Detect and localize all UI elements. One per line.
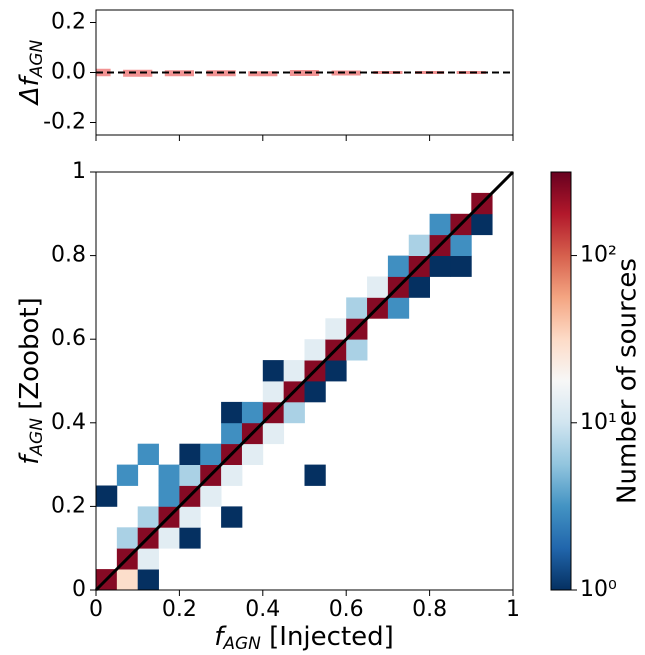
colorbar-tick-label: 10¹ [580, 410, 617, 435]
main-frame [95, 171, 514, 591]
cell [116, 569, 139, 591]
x-tick-label: 0.6 [329, 597, 364, 622]
top-y-axis-label: ΔfAGN [15, 39, 48, 106]
cell [179, 506, 201, 528]
cell [471, 213, 493, 236]
top-y-label-main: Δf [15, 73, 45, 106]
y-tick-label: 0.8 [51, 243, 86, 268]
cell [179, 443, 201, 465]
colorbar-label: Number of sources [613, 258, 643, 504]
colorbar [550, 171, 572, 591]
cell [450, 255, 472, 277]
cell [179, 527, 201, 549]
cell [116, 527, 139, 549]
y-axis-label: fAGN [Zoobot] [15, 297, 48, 464]
cell [325, 360, 347, 382]
cell [346, 297, 368, 319]
x-label-sub: AGN [222, 634, 261, 654]
cell [221, 464, 243, 486]
cell [408, 234, 430, 256]
cell [408, 276, 430, 298]
cell [116, 464, 139, 486]
cell [158, 527, 180, 549]
cell [200, 443, 222, 465]
cell [137, 506, 159, 528]
cell [429, 255, 451, 277]
top-y-tick-label: 0.2 [51, 10, 86, 35]
y-tick-label: 1 [72, 159, 86, 184]
x-label-rest: [Injected] [261, 622, 394, 652]
cell [137, 569, 159, 591]
cell [262, 381, 285, 403]
cell [262, 422, 285, 445]
cell [200, 485, 222, 507]
cell [179, 464, 201, 486]
residual-bar [123, 69, 153, 77]
y-tick-label: 0.4 [51, 410, 86, 435]
cell [158, 464, 180, 486]
x-tick-label: 0.8 [412, 597, 447, 622]
cell [387, 255, 410, 277]
y-tick-label: 0 [72, 577, 86, 602]
cell [137, 443, 159, 465]
cell [221, 422, 243, 445]
y-label-rest: [Zoobot] [15, 297, 45, 418]
top-y-tick-label: 0.0 [51, 60, 86, 85]
y-tick-label: 0.6 [51, 326, 86, 351]
cell [241, 443, 264, 465]
cell [221, 401, 243, 424]
x-tick-label: 0.4 [245, 597, 280, 622]
y-label-sub: AGN [27, 418, 47, 457]
cell [158, 485, 180, 507]
cell [241, 401, 264, 424]
cell [325, 318, 347, 340]
colorbar-tick-label: 10⁰ [580, 577, 617, 602]
residual-bar [331, 70, 361, 76]
x-tick-label: 0.2 [162, 597, 197, 622]
cell [221, 506, 243, 528]
colorbar-tick-label: 10² [580, 243, 617, 268]
top-y-tick-label: -0.2 [43, 110, 86, 135]
x-tick-label: 0 [89, 597, 103, 622]
top-y-label-sub: AGN [27, 39, 47, 78]
residual-bar [248, 71, 278, 77]
cell [346, 339, 368, 361]
cell [367, 276, 389, 298]
cell [304, 339, 326, 361]
cell [429, 213, 451, 236]
cell [387, 297, 410, 319]
one-to-one-line [94, 170, 515, 592]
cell [137, 548, 159, 570]
cell [96, 485, 118, 507]
cell [283, 401, 305, 424]
y-tick-label: 0.2 [51, 493, 86, 518]
cell [304, 381, 326, 403]
cell [450, 234, 472, 256]
x-tick-label: 1 [506, 597, 520, 622]
x-axis-label: fAGN [Injected] [214, 622, 394, 655]
cell [283, 360, 305, 382]
residual-bar [289, 70, 320, 76]
cell [304, 464, 326, 486]
residual-bar [96, 68, 111, 77]
cell [262, 360, 285, 382]
